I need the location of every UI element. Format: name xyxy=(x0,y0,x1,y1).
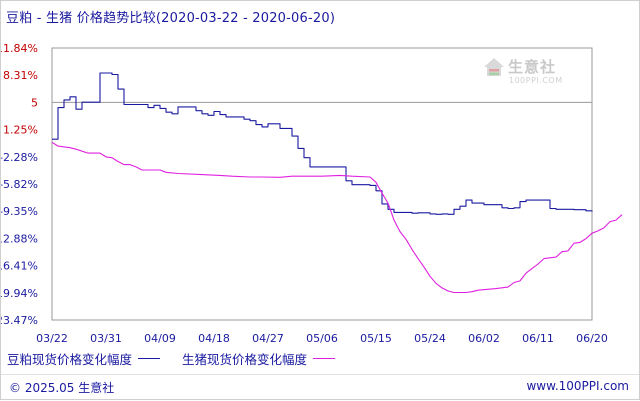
footer-divider xyxy=(1,374,639,375)
x-tick-label: 04/18 xyxy=(198,332,230,345)
y-tick-label: -5.82% xyxy=(1,178,38,191)
house-logo-icon xyxy=(484,58,504,76)
plot-area xyxy=(51,47,593,321)
y-tick-label: 1.25% xyxy=(3,124,38,137)
legend-item-soymeal: 豆粕现货价格变化幅度 xyxy=(7,349,161,368)
x-tick-label: 03/22 xyxy=(36,332,68,345)
x-tick-label: 03/31 xyxy=(90,332,122,345)
y-tick-label: -2.28% xyxy=(1,151,38,164)
watermark-domain: 100PPI.COM xyxy=(509,76,563,85)
y-tick-label: -23.47% xyxy=(1,314,38,327)
y-tick-label: 11.84% xyxy=(1,42,38,55)
chart-title: 豆粕 - 生猪 价格趋势比较(2020-03-22 - 2020-06-20) xyxy=(6,11,336,26)
y-tick-label: -12.88% xyxy=(1,232,38,245)
chart-legend: 豆粕现货价格变化幅度 生猪现货价格变化幅度 xyxy=(7,348,351,368)
series-line-soymeal xyxy=(52,72,593,215)
legend-label-soymeal: 豆粕现货价格变化幅度 xyxy=(7,351,133,367)
watermark: 生意社 100PPI.COM xyxy=(482,56,577,96)
y-tick-label: -9.35% xyxy=(1,205,38,218)
x-tick-label: 05/24 xyxy=(414,332,446,345)
legend-label-hog: 生猪现货价格变化幅度 xyxy=(182,351,308,367)
legend-item-hog: 生猪现货价格变化幅度 xyxy=(176,349,336,368)
legend-swatch-hog xyxy=(313,357,336,359)
x-tick-label: 04/09 xyxy=(144,332,176,345)
footer-site-link[interactable]: www.100PPI.com xyxy=(526,379,629,393)
watermark-name: 生意社 xyxy=(508,58,557,76)
x-tick-label: 05/06 xyxy=(306,332,338,345)
x-tick-label: 06/20 xyxy=(576,332,608,345)
x-tick-label: 05/15 xyxy=(360,332,392,345)
y-tick-label: 8.31% xyxy=(3,69,38,82)
x-tick-label: 06/11 xyxy=(522,332,554,345)
y-tick-label: -16.41% xyxy=(1,260,38,273)
x-tick-label: 04/27 xyxy=(252,332,284,345)
legend-swatch-soymeal xyxy=(138,357,161,359)
series-line-hog xyxy=(51,141,623,294)
footer-copyright: © 2025.05 生意社 xyxy=(9,381,115,395)
y-tick-label: -19.94% xyxy=(1,287,38,300)
x-tick-label: 06/02 xyxy=(468,332,500,345)
y-tick-label: 5 xyxy=(31,96,38,109)
